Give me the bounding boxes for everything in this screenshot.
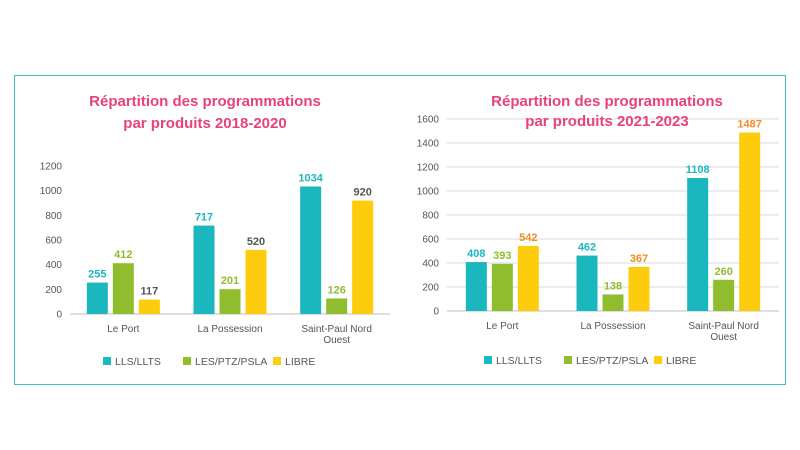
- bar: [491, 263, 513, 311]
- data-label: 462: [578, 242, 596, 254]
- bar: [219, 289, 241, 314]
- data-label: 920: [353, 187, 371, 199]
- data-label: 717: [195, 212, 213, 224]
- data-label: 408: [467, 248, 485, 260]
- bar: [687, 178, 709, 311]
- legend-swatch: [654, 356, 662, 364]
- data-label: 1487: [737, 119, 761, 131]
- y-tick-label: 1000: [40, 186, 63, 197]
- data-label: 260: [714, 266, 732, 278]
- data-label: 138: [604, 280, 622, 292]
- data-label: 1108: [686, 164, 710, 176]
- legend-label: LLS/LLTS: [496, 355, 542, 367]
- x-tick-label: Le Port: [107, 324, 139, 335]
- bar: [326, 298, 348, 314]
- y-tick-label: 400: [45, 260, 62, 271]
- data-label: 201: [221, 275, 239, 287]
- y-tick-label: 1200: [40, 162, 63, 173]
- legend-label: LES/PTZ/PSLA: [195, 356, 267, 368]
- bar: [517, 245, 539, 311]
- legend-swatch: [183, 357, 191, 365]
- data-label: 117: [140, 286, 158, 298]
- bar: [112, 263, 134, 314]
- bar: [86, 282, 108, 314]
- bar: [628, 266, 650, 311]
- data-label: 126: [327, 284, 345, 296]
- data-label: 412: [114, 249, 132, 261]
- y-tick-label: 400: [422, 259, 439, 270]
- chart-title: par produits 2018-2020: [123, 115, 286, 132]
- legend-swatch: [484, 356, 492, 364]
- y-tick-label: 200: [45, 285, 62, 296]
- x-tick-label: La Possession: [580, 321, 645, 332]
- bar: [602, 294, 624, 311]
- bar: [576, 255, 598, 311]
- bar: [739, 132, 761, 311]
- bar: [193, 225, 215, 314]
- legend-swatch: [273, 357, 281, 365]
- legend-label: LIBRE: [666, 355, 696, 367]
- data-label: 1034: [298, 172, 323, 184]
- chart-title: par produits 2021-2023: [525, 113, 688, 130]
- chart-2021-2023: 0 200 400 600 800 1000 1200 1400 1600 408 393 542 Le…: [417, 93, 779, 367]
- y-tick-label: 0: [433, 307, 439, 318]
- bar: [300, 186, 322, 314]
- y-tick-label: 1600: [417, 115, 440, 126]
- bar: [465, 262, 487, 311]
- x-tick-label: Ouest: [323, 335, 350, 346]
- y-tick-label: 800: [422, 211, 439, 222]
- x-tick-label: La Possession: [197, 324, 262, 335]
- x-tick-label: Le Port: [486, 321, 518, 332]
- legend-swatch: [103, 357, 111, 365]
- charts-frame: 0 200 400 600 800 1000 1200 255 412 117 Le Port 717…: [14, 75, 786, 385]
- y-tick-label: 1200: [417, 163, 440, 174]
- x-tick-label: Saint-Paul Nord: [301, 324, 372, 335]
- data-label: 542: [519, 232, 537, 244]
- chart-title: Répartition des programmations: [89, 93, 321, 110]
- y-tick-label: 600: [45, 236, 62, 247]
- legend-label: LES/PTZ/PSLA: [576, 355, 648, 367]
- data-label: 520: [247, 236, 265, 248]
- y-tick-label: 200: [422, 283, 439, 294]
- chart-2018-2020: 0 200 400 600 800 1000 1200 255 412 117 Le Port 717…: [40, 93, 390, 368]
- legend-label: LLS/LLTS: [115, 356, 161, 368]
- y-tick-label: 800: [45, 211, 62, 222]
- y-tick-label: 1000: [417, 187, 440, 198]
- data-label: 367: [630, 253, 648, 265]
- y-tick-label: 0: [56, 310, 62, 321]
- legend-label: LIBRE: [285, 356, 315, 368]
- bar: [245, 249, 267, 314]
- y-tick-label: 1400: [417, 139, 440, 150]
- x-tick-label: Saint-Paul Nord: [688, 321, 759, 332]
- y-tick-label: 600: [422, 235, 439, 246]
- bar: [713, 279, 735, 311]
- x-tick-label: Ouest: [710, 332, 737, 343]
- data-label: 255: [88, 269, 106, 281]
- legend-swatch: [564, 356, 572, 364]
- chart-title: Répartition des programmations: [491, 93, 723, 110]
- bar: [352, 200, 374, 314]
- bar: [138, 299, 160, 314]
- data-label: 393: [493, 250, 511, 262]
